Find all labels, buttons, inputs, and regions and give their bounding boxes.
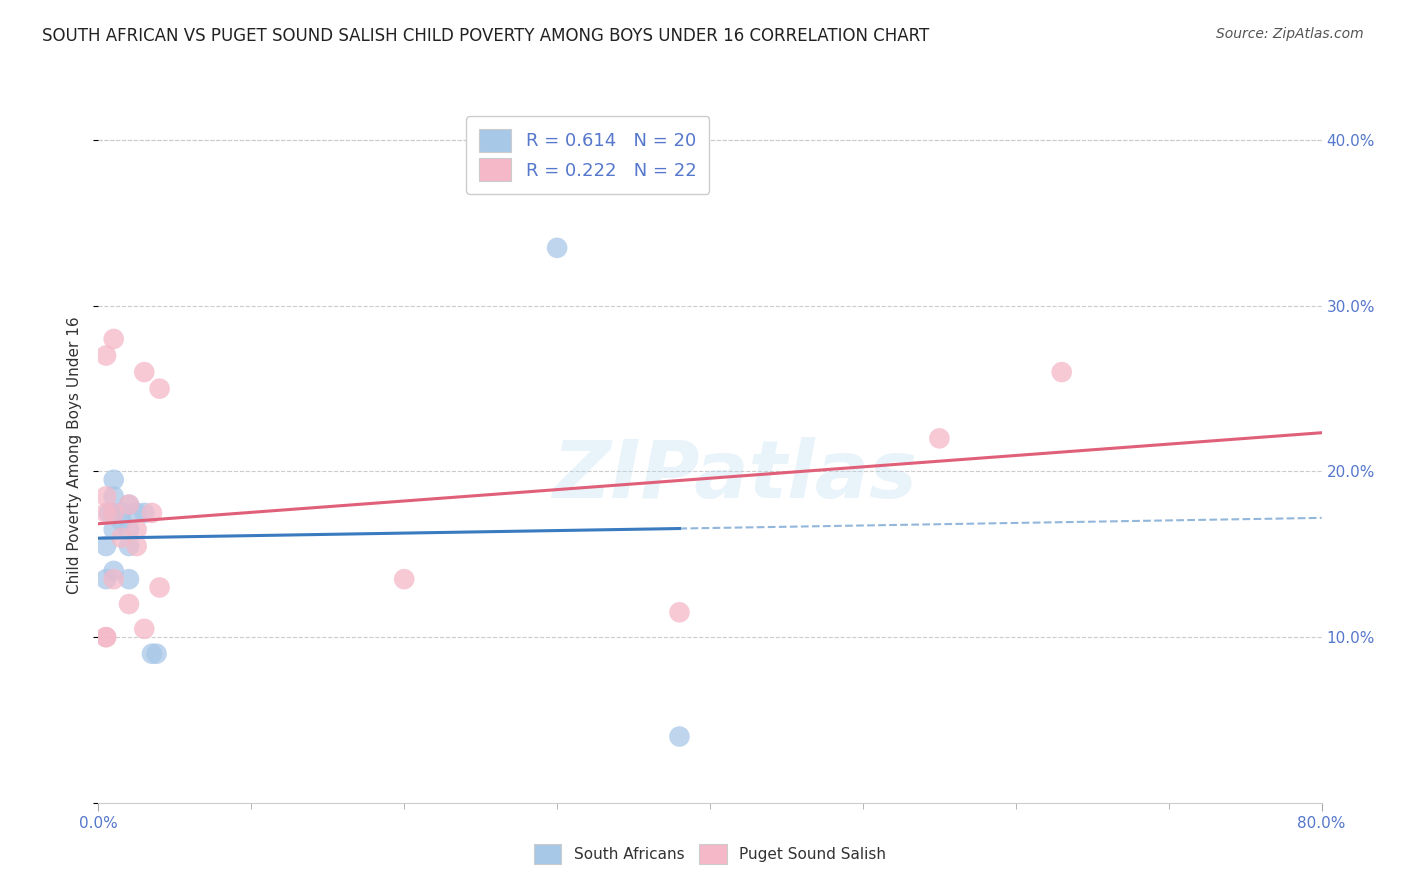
Point [103, 473, 125, 487]
Text: ZIPatlas: ZIPatlas [553, 437, 917, 515]
Point [546, 241, 568, 255]
Point [94, 572, 117, 586]
Y-axis label: Child Poverty Among Boys Under 16: Child Poverty Among Boys Under 16 [67, 316, 83, 594]
Point [141, 647, 163, 661]
Point [110, 531, 132, 545]
Point [110, 506, 132, 520]
Point [118, 523, 141, 537]
Text: Source: ZipAtlas.com: Source: ZipAtlas.com [1216, 27, 1364, 41]
Point [103, 489, 125, 503]
Point [103, 572, 125, 586]
Point [149, 581, 172, 595]
Point [141, 506, 163, 520]
Point [134, 506, 156, 520]
Point [94, 506, 117, 520]
Point [145, 647, 167, 661]
Point [103, 506, 125, 520]
Point [1050, 365, 1073, 379]
Point [94, 539, 117, 553]
Point [103, 506, 125, 520]
Point [118, 597, 141, 611]
Point [118, 572, 141, 586]
Legend: South Africans, Puget Sound Salish: South Africans, Puget Sound Salish [526, 837, 894, 871]
Point [668, 605, 690, 619]
Point [118, 539, 141, 553]
Point [110, 514, 132, 528]
Point [668, 730, 690, 744]
Point [103, 332, 125, 346]
Point [125, 506, 148, 520]
Point [125, 523, 148, 537]
Point [392, 572, 416, 586]
Point [103, 523, 125, 537]
Point [94, 489, 117, 503]
Point [928, 431, 950, 445]
Point [98, 506, 121, 520]
Point [94, 630, 117, 644]
Point [134, 365, 156, 379]
Point [149, 382, 172, 396]
Point [134, 622, 156, 636]
Point [118, 498, 141, 512]
Text: SOUTH AFRICAN VS PUGET SOUND SALISH CHILD POVERTY AMONG BOYS UNDER 16 CORRELATIO: SOUTH AFRICAN VS PUGET SOUND SALISH CHIL… [42, 27, 929, 45]
Point [94, 349, 117, 363]
Point [118, 498, 141, 512]
Point [125, 539, 148, 553]
Point [94, 630, 117, 644]
Point [103, 564, 125, 578]
